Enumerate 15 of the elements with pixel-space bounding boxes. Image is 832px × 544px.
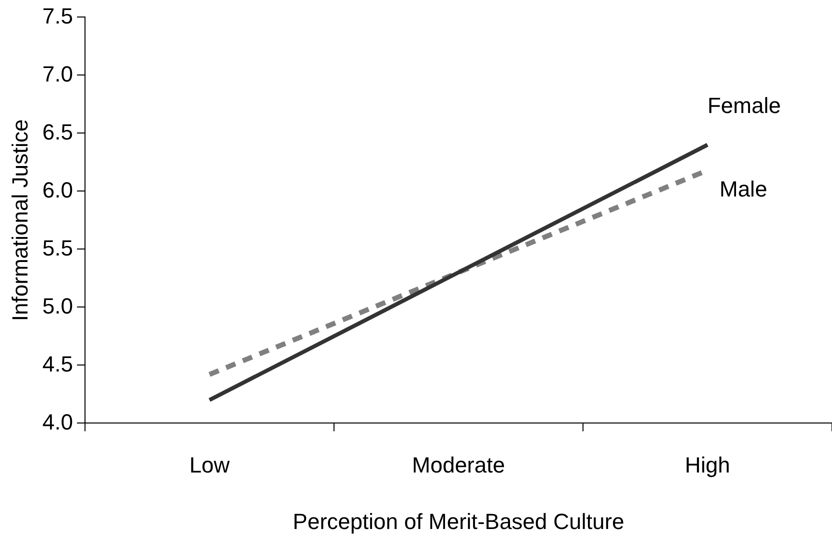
y-tick-label: 4.5 bbox=[42, 351, 73, 376]
y-tick-label: 6.0 bbox=[42, 177, 73, 202]
y-tick-label: 5.5 bbox=[42, 235, 73, 260]
x-tick-label: High bbox=[684, 452, 730, 478]
series-label: Female bbox=[707, 92, 781, 118]
y-tick-label: 6.5 bbox=[42, 119, 73, 144]
y-tick-label: 7.0 bbox=[42, 61, 73, 86]
x-axis-title: Perception of Merit-Based Culture bbox=[292, 508, 624, 534]
x-tick-label: Low bbox=[189, 452, 230, 478]
y-tick-label: 5.0 bbox=[42, 293, 73, 318]
series-label: Male bbox=[719, 176, 768, 202]
y-tick-label: 4.0 bbox=[42, 409, 73, 434]
y-tick-label: 7.5 bbox=[42, 3, 73, 28]
y-axis-title: Informational Justice bbox=[7, 119, 32, 322]
x-tick-label: Moderate bbox=[412, 452, 505, 478]
